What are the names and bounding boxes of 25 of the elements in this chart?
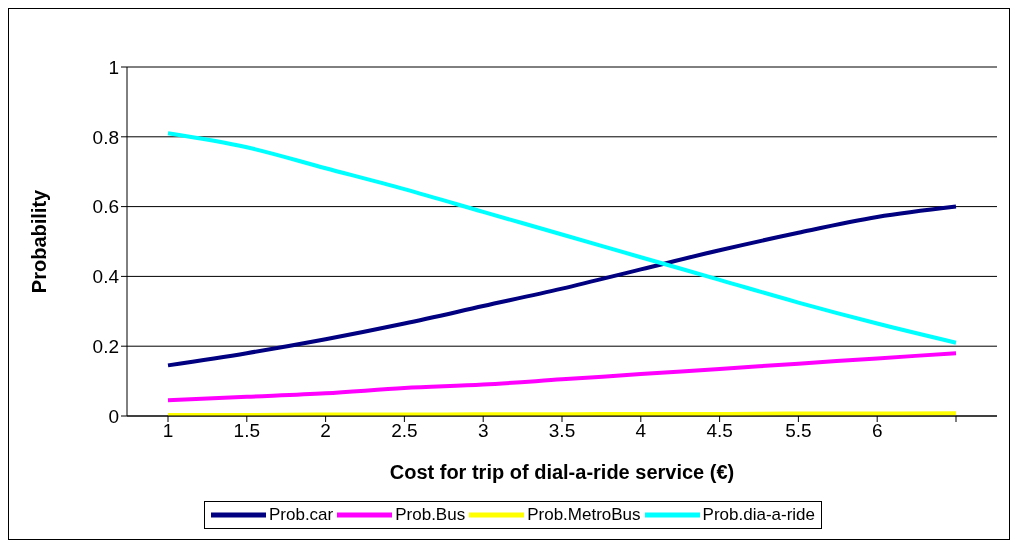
legend-label: Prob.Bus [395,505,466,525]
legend-label: Prob.dia-a-ride [702,505,816,525]
x-tick-label: 4.5 [706,420,733,442]
y-tick-label: 0.4 [92,266,120,288]
y-tick-label: 0.6 [92,196,119,218]
x-tick-label: 2 [320,420,331,442]
y-tick-label: 1 [108,56,119,78]
line-series [166,351,958,403]
x-tick-label: 1.5 [233,420,261,442]
x-tick-label: 5.5 [785,420,812,442]
y-tick-label: 0.8 [92,126,119,148]
x-tick-label: 6 [871,420,883,442]
x-axis-title: Cost for trip of dial-a-ride service (€) [389,461,735,483]
y-tick-label: 0.2 [92,335,119,357]
line-series [166,131,958,345]
x-tick-label: 3.5 [548,420,576,442]
y-tick-label: 0 [108,405,119,427]
line-series [166,204,958,368]
x-tick-label: 3 [477,420,489,442]
x-tick-label: 4 [635,420,647,442]
x-tick-label: 2.5 [391,420,418,442]
legend-label: Prob.car [268,505,334,525]
y-axis-title: Probability [28,188,51,294]
x-tick-label: 1 [162,420,174,442]
legend-label: Prob.MetroBus [527,505,641,525]
